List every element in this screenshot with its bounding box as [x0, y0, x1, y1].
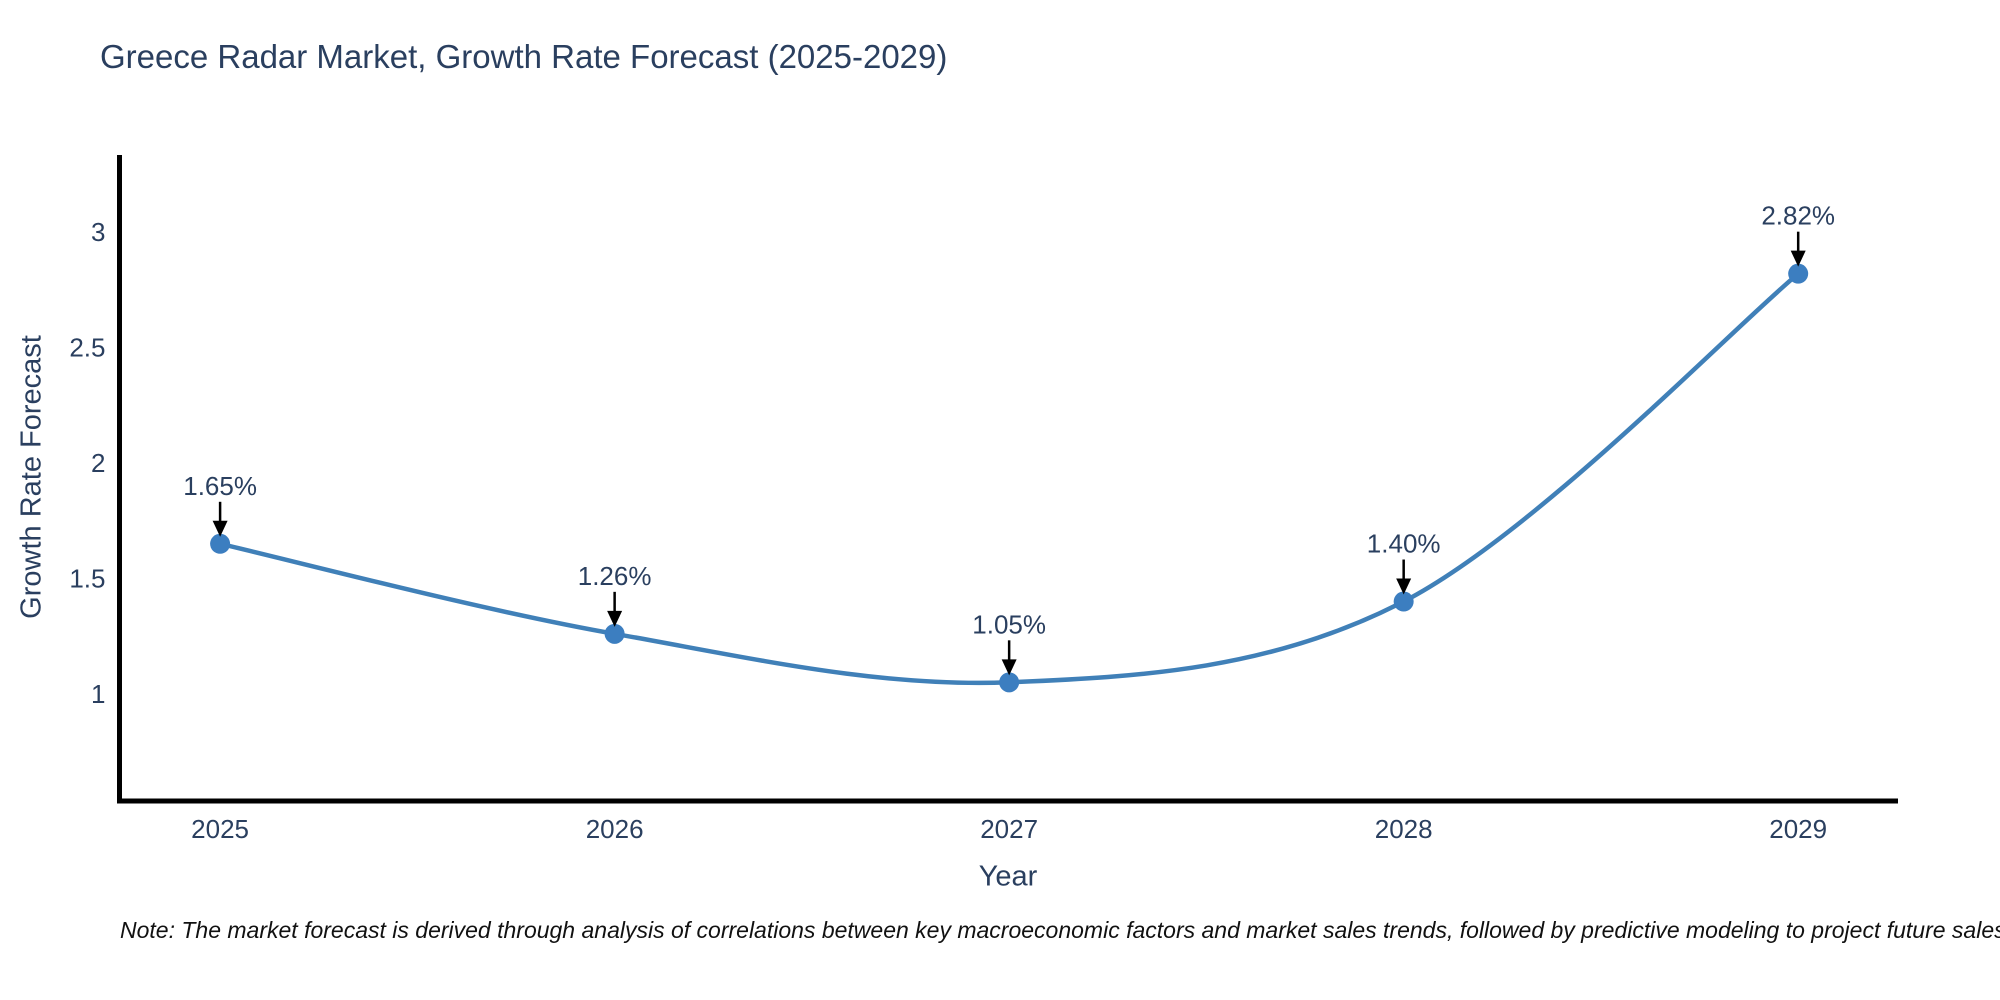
data-point-marker	[999, 672, 1020, 693]
data-point-marker	[210, 533, 231, 554]
y-tick-label: 2.5	[69, 333, 105, 363]
x-tick-label: 2027	[980, 814, 1038, 844]
annotation-label: 2.82%	[1761, 201, 1835, 231]
annotation-arrow-head	[1396, 578, 1412, 595]
x-tick-label: 2025	[191, 814, 249, 844]
data-point-marker	[1788, 263, 1809, 284]
x-tick-label: 2028	[1375, 814, 1433, 844]
footnote: Note: The market forecast is derived thr…	[120, 917, 2000, 943]
annotation-arrow-head	[607, 610, 623, 627]
x-tick-label: 2029	[1769, 814, 1827, 844]
x-tick-label: 2026	[586, 814, 644, 844]
annotation-label: 1.40%	[1367, 529, 1441, 559]
annotation-arrow-head	[1790, 250, 1806, 267]
annotation-label: 1.65%	[183, 471, 257, 501]
data-point-marker	[1393, 591, 1414, 612]
annotation-arrow-head	[212, 520, 228, 537]
annotation-label: 1.26%	[578, 561, 652, 591]
y-tick-label: 3	[91, 217, 105, 247]
y-tick-label: 1	[91, 679, 105, 709]
chart-title: Greece Radar Market, Growth Rate Forecas…	[100, 38, 948, 75]
annotation-arrow-head	[1001, 659, 1017, 676]
y-tick-label: 2	[91, 448, 105, 478]
x-axis-title: Year	[978, 860, 1038, 893]
data-point-marker	[604, 623, 625, 644]
annotation-label: 1.05%	[972, 609, 1046, 639]
y-tick-label: 1.5	[69, 563, 105, 593]
